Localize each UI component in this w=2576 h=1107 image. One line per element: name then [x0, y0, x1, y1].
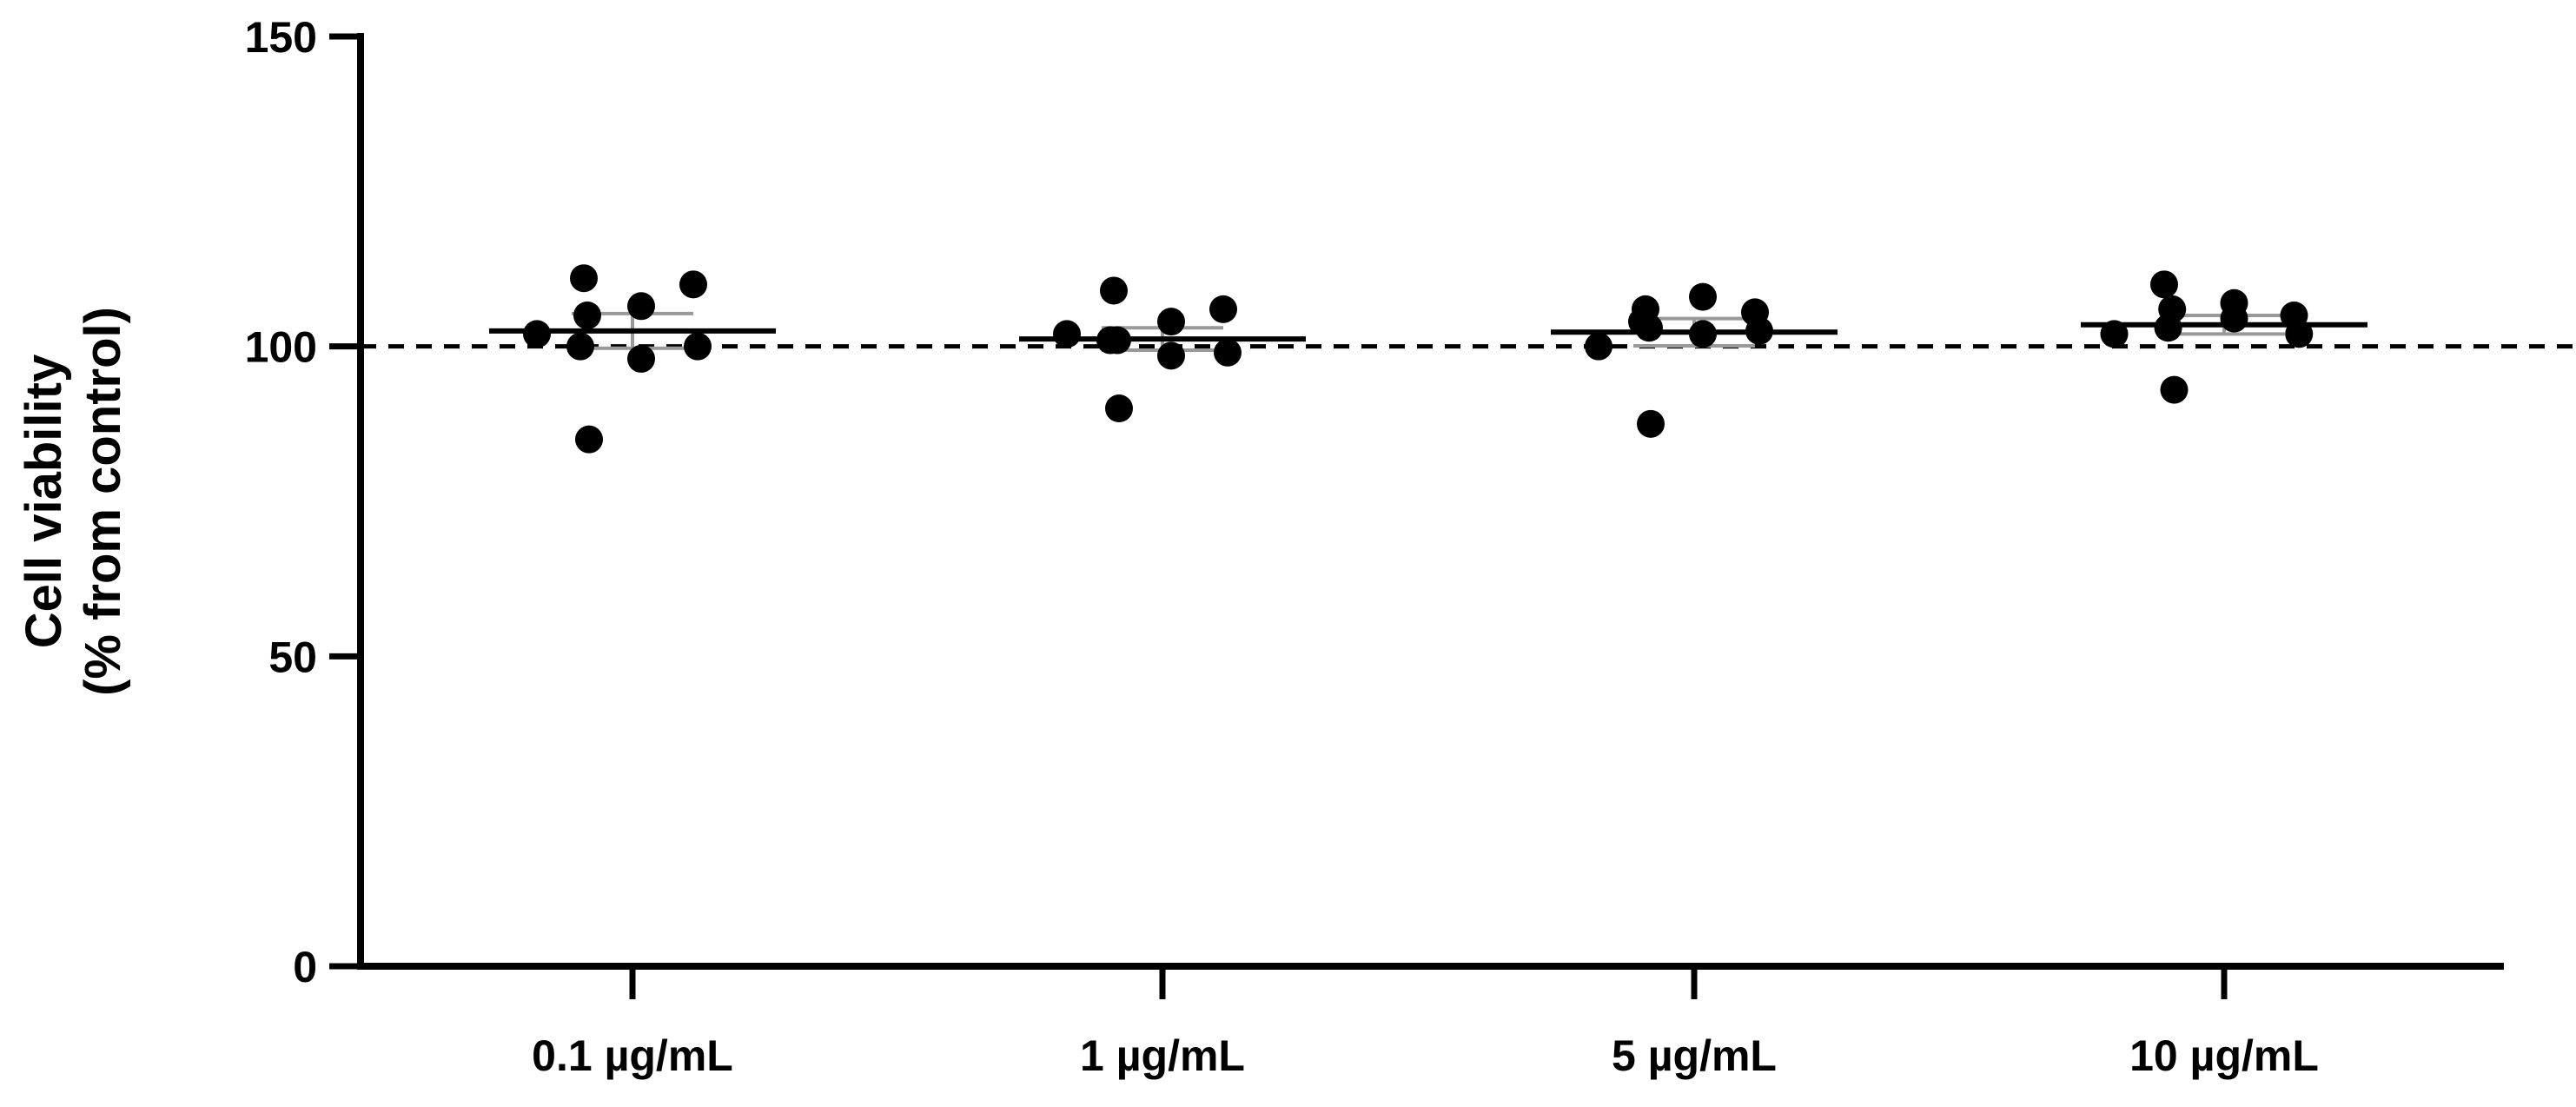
x-tick-label-2: 5 µg/mL — [1612, 1031, 1777, 1080]
data-point — [1053, 320, 1081, 348]
data-point — [1585, 332, 1612, 361]
data-point — [1157, 308, 1185, 336]
data-point — [575, 425, 603, 454]
points-group-3 — [2100, 270, 2314, 404]
y-ticks-layer: 0 50 100 150 — [245, 13, 361, 991]
data-point — [1214, 338, 1242, 367]
data-point — [2100, 320, 2129, 348]
data-points-layer — [523, 264, 2314, 454]
y-tick-label-0: 0 — [293, 943, 317, 991]
data-point — [1157, 341, 1185, 370]
y-axis-title-line-2: (% from control) — [75, 307, 131, 696]
data-point — [2285, 320, 2314, 348]
x-ticks-layer: 0.1 µg/mL 1 µg/mL 5 µg/mL 10 µg/mL — [532, 966, 2319, 1080]
x-tick-label-0: 0.1 µg/mL — [532, 1031, 733, 1080]
points-group-1 — [1053, 276, 1242, 422]
y-axis-title-line-1: Cell viability — [16, 355, 72, 648]
y-tick-label-150: 150 — [245, 13, 317, 62]
data-point — [1209, 295, 1237, 323]
data-point — [523, 320, 551, 348]
axes-layer — [357, 33, 2504, 970]
data-point — [627, 292, 655, 321]
x-tick-label-1: 1 µg/mL — [1080, 1031, 1245, 1080]
points-group-0 — [523, 264, 712, 454]
data-point — [1637, 409, 1665, 438]
data-point — [570, 264, 598, 293]
data-point — [1096, 326, 1124, 355]
data-point — [679, 270, 707, 299]
data-point — [1628, 308, 1656, 336]
data-point — [1745, 316, 1773, 345]
data-point — [2158, 295, 2187, 323]
data-point — [627, 344, 655, 373]
data-point — [2220, 304, 2248, 333]
data-point — [566, 332, 594, 361]
data-point — [2150, 270, 2178, 299]
data-point — [684, 332, 712, 361]
y-tick-label-100: 100 — [245, 323, 317, 372]
data-point — [1689, 282, 1717, 311]
points-group-2 — [1585, 282, 1773, 438]
data-point — [573, 302, 601, 329]
data-point — [2160, 375, 2189, 404]
y-tick-label-50: 50 — [268, 633, 317, 681]
data-point — [1689, 320, 1717, 348]
x-tick-label-3: 10 µg/mL — [2129, 1031, 2319, 1080]
y-axis-title: Cell viability (% from control) — [16, 307, 131, 696]
data-point — [1105, 394, 1133, 422]
data-point — [1100, 276, 1128, 305]
